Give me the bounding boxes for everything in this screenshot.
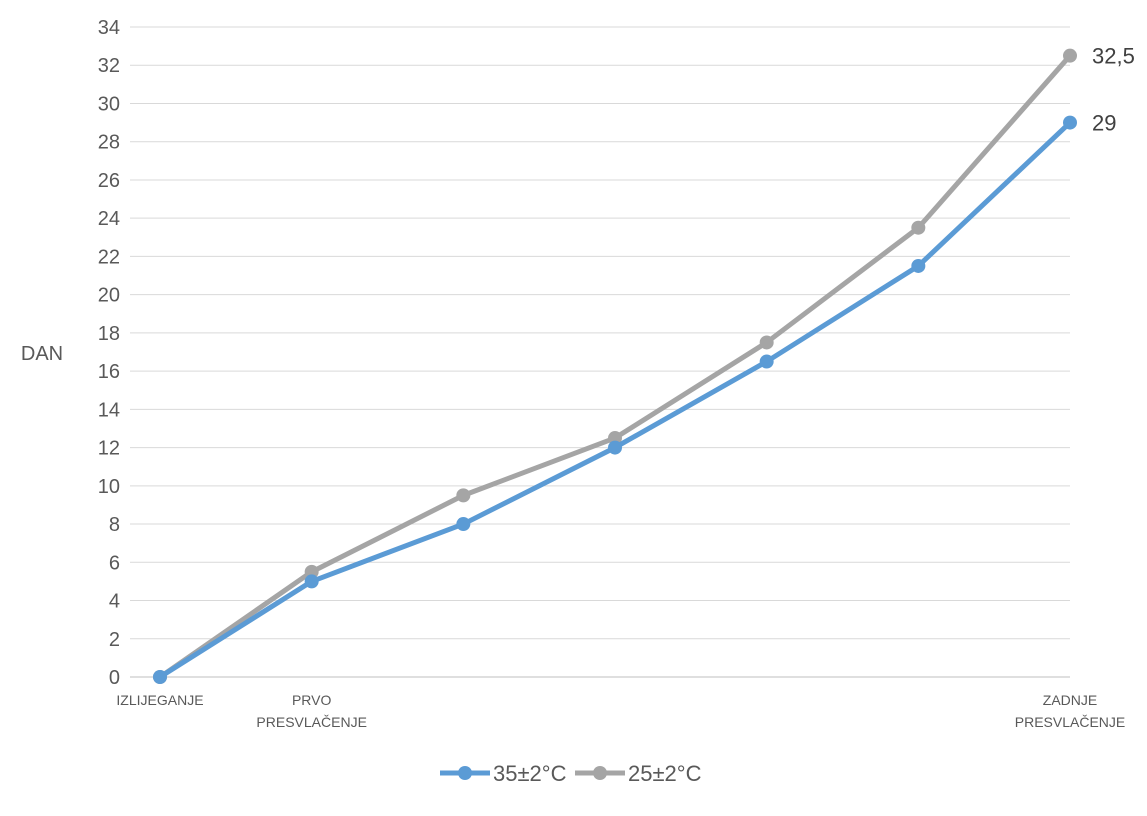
data-point <box>911 220 926 235</box>
y-tick-label: 32 <box>98 55 120 77</box>
y-tick-label: 10 <box>98 476 120 498</box>
x-axis-ticks: IZLIJEGANJE PRVO PRESVLAČENJE ZADNJE PRESVLA… <box>116 692 1125 730</box>
data-point <box>1063 115 1077 130</box>
y-tick-label: 20 <box>98 285 120 307</box>
legend-marker <box>458 766 472 780</box>
data-label: 29 <box>1092 111 1116 136</box>
y-axis-label: DAN <box>21 343 63 365</box>
y-tick-label: 12 <box>98 438 120 460</box>
y-tick-label: 24 <box>98 208 120 230</box>
x-tick-label: ZADNJE <box>1043 692 1097 708</box>
legend-item: 35±2°C <box>440 761 567 786</box>
legend: 35±2°C 25±2°C <box>440 761 702 786</box>
y-tick-label: 18 <box>98 323 120 345</box>
data-point <box>456 488 471 503</box>
y-tick-label: 0 <box>109 667 120 689</box>
legend-item: 25±2°C <box>575 761 702 786</box>
data-point <box>304 574 319 589</box>
x-tick-label: PRESVLAČENJE <box>256 714 366 730</box>
y-tick-label: 22 <box>98 246 120 268</box>
y-tick-label: 8 <box>109 514 120 536</box>
data-point <box>1063 48 1077 63</box>
x-tick-label: IZLIJEGANJE <box>116 692 203 708</box>
series-group: 32,5 29 <box>153 44 1135 684</box>
series-line <box>157 53 1073 680</box>
series-line <box>157 120 1073 680</box>
y-tick-label: 34 <box>98 17 120 39</box>
y-tick-label: 28 <box>98 132 120 154</box>
data-point <box>759 354 774 369</box>
y-tick-label: 30 <box>98 93 120 115</box>
y-tick-label: 14 <box>98 399 120 421</box>
gridlines <box>130 26 1070 678</box>
x-tick-label: PRESVLAČENJE <box>1015 714 1125 730</box>
y-tick-label: 4 <box>109 591 120 613</box>
data-point <box>456 517 471 532</box>
legend-marker <box>593 766 607 780</box>
data-label: 32,5 <box>1092 44 1135 69</box>
data-point <box>911 258 926 273</box>
y-tick-label: 2 <box>109 629 120 651</box>
data-point <box>759 335 774 350</box>
legend-label: 35±2°C <box>493 761 567 786</box>
data-point <box>608 440 622 455</box>
y-tick-label: 16 <box>98 361 120 383</box>
legend-label: 25±2°C <box>628 761 702 786</box>
data-point <box>153 670 167 684</box>
y-tick-label: 6 <box>109 552 120 574</box>
y-tick-label: 26 <box>98 170 120 192</box>
x-tick-label: PRVO <box>292 692 332 708</box>
series-35±2°C: 29 <box>153 111 1116 684</box>
